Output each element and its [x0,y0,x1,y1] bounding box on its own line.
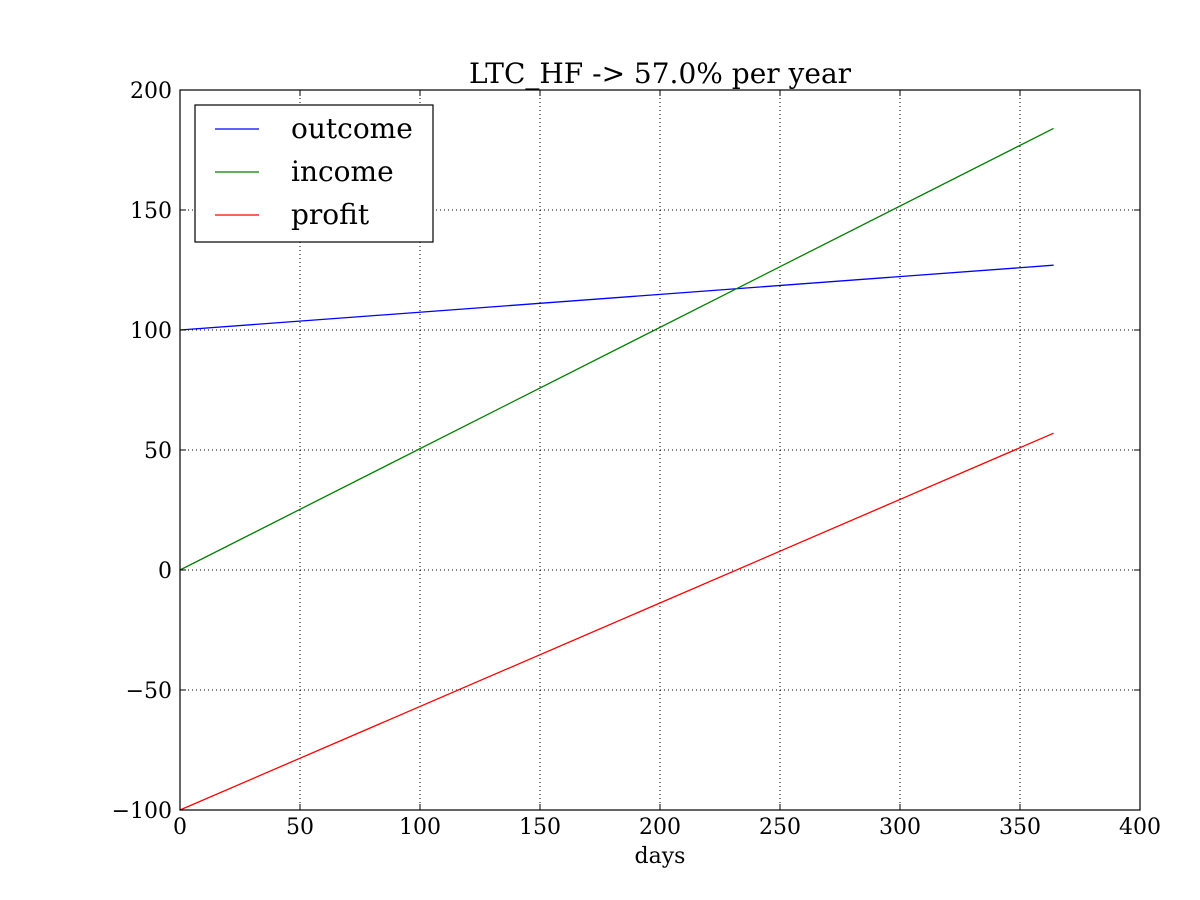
legend: outcome income profit [194,104,434,243]
legend-box [194,104,434,243]
y-tick-label: 50 [144,439,172,464]
x-tick-label: 350 [999,815,1041,840]
legend-label-profit: profit [291,198,370,231]
x-tick-label: 250 [759,815,801,840]
x-tick-label: 300 [879,815,921,840]
y-tick-label: 0 [158,559,172,584]
legend-label-income: income [291,155,394,188]
x-axis-label: days [635,844,686,869]
series-lines [179,127,1054,811]
y-tick-label: 100 [130,319,172,344]
x-tick-label: 100 [399,815,441,840]
x-tick-label: 150 [519,815,561,840]
x-tick-label: 200 [639,815,681,840]
x-tick-label: 0 [173,815,187,840]
chart-title: LTC_HF -> 57.0% per year [469,57,852,90]
series-line-outcome [179,264,1054,331]
legend-label-outcome: outcome [291,112,413,145]
y-tick-label: 150 [130,199,172,224]
x-tick-label: 50 [286,815,314,840]
series-line-income [179,127,1054,571]
tick-labels: 0 50 100 150 200 250 300 350 400 −100 −50 0 50 100 150… [112,79,1161,840]
axis-ticks [179,89,1141,811]
y-tick-label: 200 [130,79,172,104]
y-tick-label: −100 [112,799,172,824]
series-line-profit [179,432,1054,811]
y-tick-label: −50 [126,679,172,704]
x-tick-label: 400 [1119,815,1161,840]
